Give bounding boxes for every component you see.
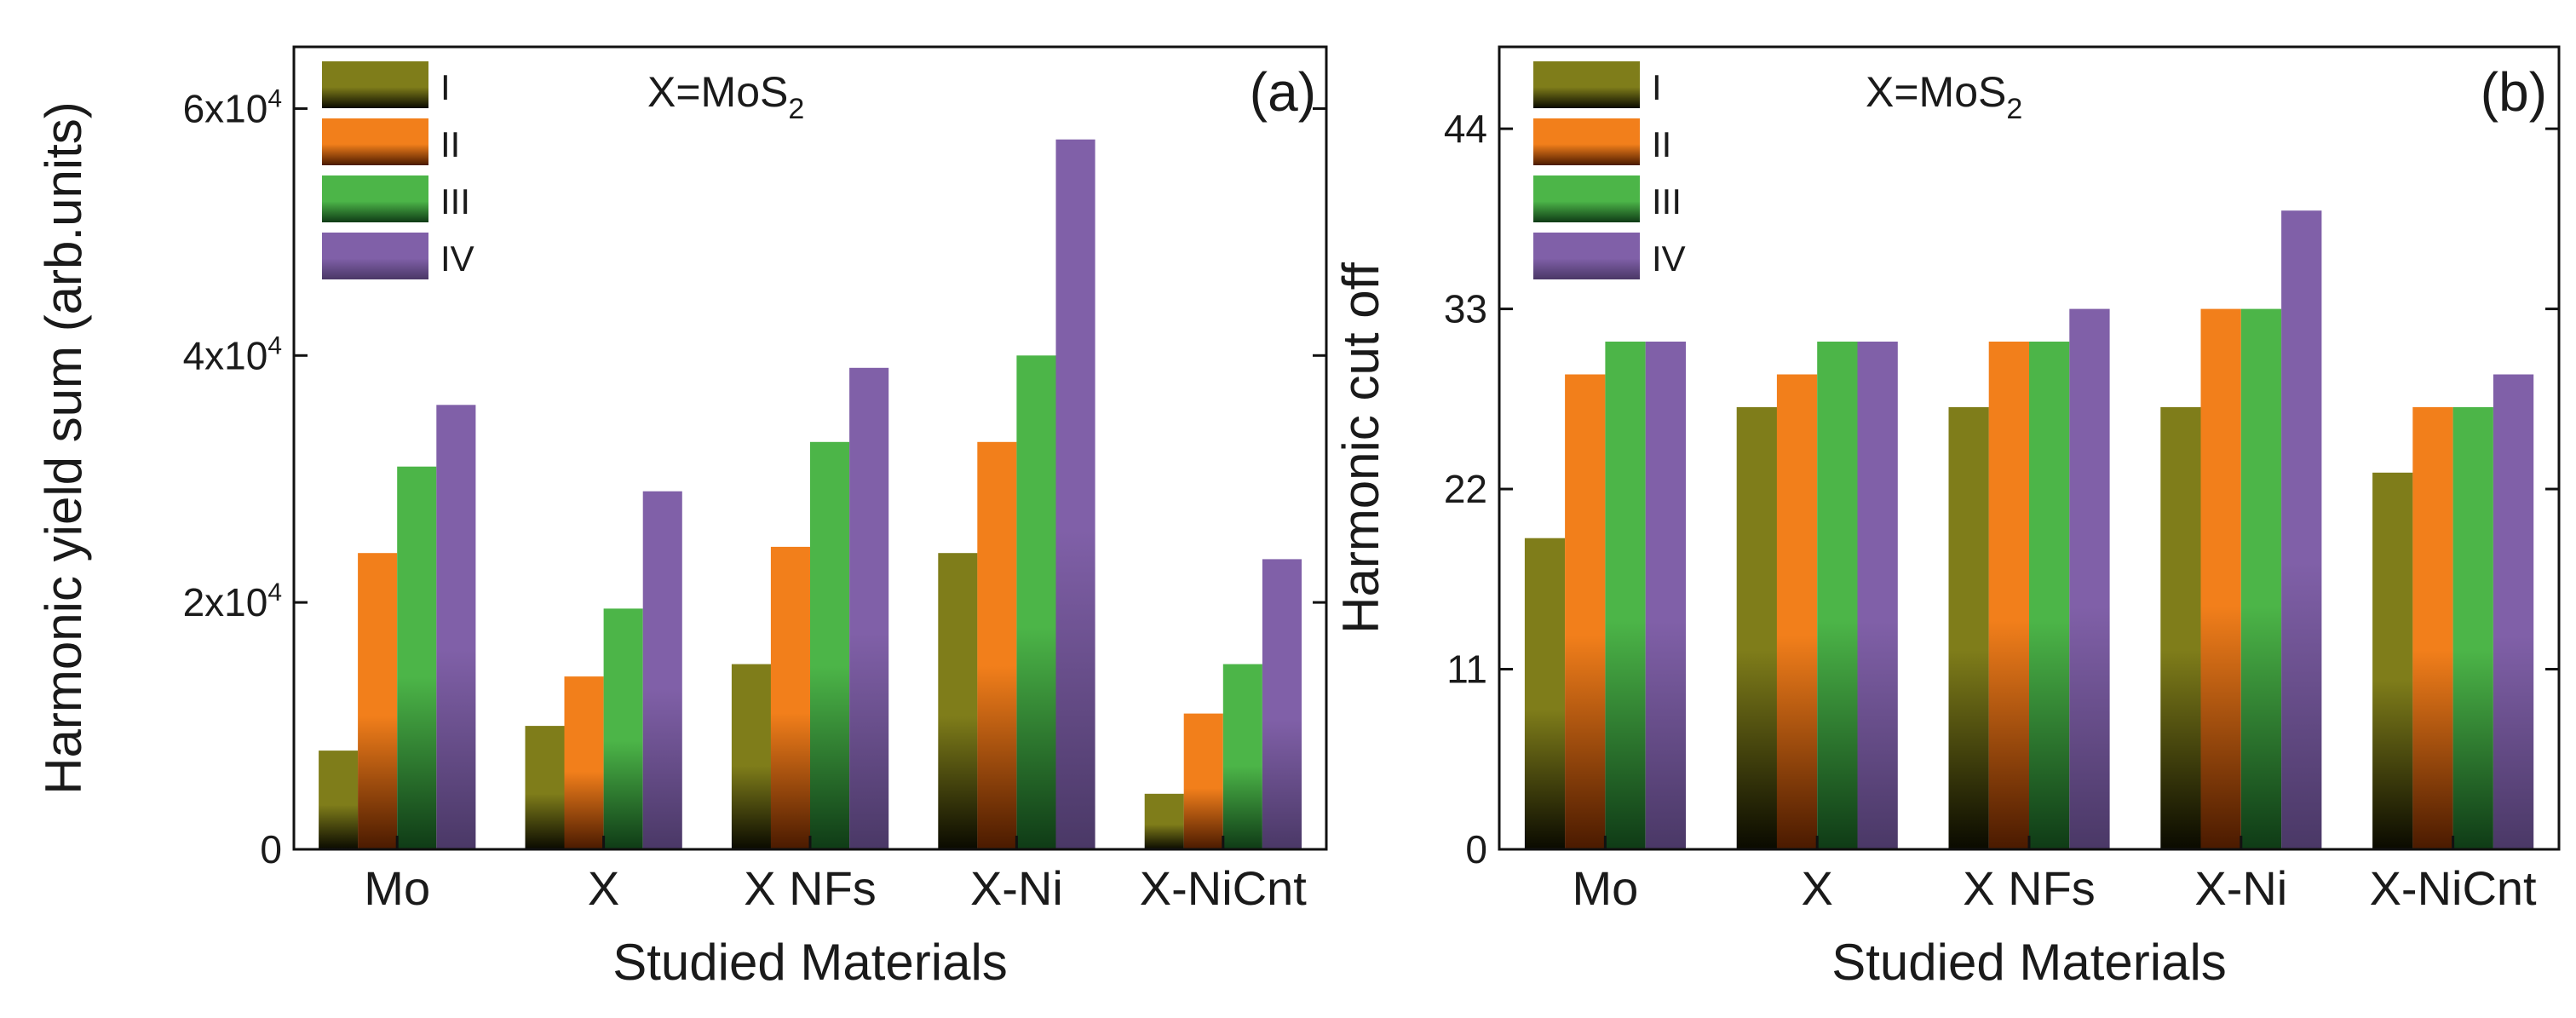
bar-x-nfs-series-iii bbox=[2029, 342, 2070, 849]
bar-mo-series-i bbox=[319, 751, 359, 849]
bar-x-ni-series-ii bbox=[2200, 308, 2241, 850]
bar-x-series-i bbox=[1736, 406, 1777, 849]
x-axis-label: Studied Materials bbox=[1831, 934, 2227, 991]
legend-swatch-iii bbox=[322, 175, 428, 222]
legend-swatch-ii bbox=[322, 118, 428, 165]
legend-swatch-i bbox=[322, 61, 428, 108]
x-tick-label-x-nicnt: X-NiCnt bbox=[2370, 861, 2537, 915]
legend-swatch-iii bbox=[1533, 175, 1640, 222]
bar-x-ni-series-iii bbox=[2240, 308, 2282, 850]
bar-x-series-iii bbox=[603, 608, 643, 849]
bar-x-ni-series-iii bbox=[1016, 355, 1056, 849]
bar-x-series-ii bbox=[564, 676, 604, 849]
x-tick-label-x-ni: X-Ni bbox=[2194, 861, 2287, 915]
y-tick-label: 44 bbox=[1444, 106, 1487, 151]
y-tick-label: 0 bbox=[1465, 827, 1487, 871]
bar-mo-series-ii bbox=[358, 553, 398, 849]
bar-x-nfs-series-ii bbox=[1988, 342, 2029, 849]
y-tick-label: 4x104 bbox=[183, 331, 282, 377]
bar-mo-series-iv bbox=[1645, 342, 1686, 849]
legend-swatch-iv bbox=[322, 233, 428, 279]
x-tick-label-x-nfs: X NFs bbox=[1963, 861, 2096, 915]
y-tick-label: 0 bbox=[260, 827, 282, 871]
bar-x-series-iv bbox=[642, 491, 682, 849]
x-axis-label: Studied Materials bbox=[612, 934, 1008, 991]
x-tick-label-x-nfs: X NFs bbox=[744, 861, 877, 915]
y-tick-label: 2x104 bbox=[183, 578, 282, 624]
y-tick-label: 33 bbox=[1444, 287, 1487, 331]
bar-x-nicnt-series-iii bbox=[1222, 664, 1262, 849]
bar-x-nicnt-series-ii bbox=[1183, 713, 1223, 849]
legend-swatch-ii bbox=[1533, 118, 1640, 165]
legend-label-iii: III bbox=[440, 181, 470, 221]
legend-label-iv: IV bbox=[440, 239, 474, 279]
x-tick-label-x-nicnt: X-NiCnt bbox=[1140, 861, 1307, 915]
bar-mo-series-iv bbox=[436, 405, 476, 849]
y-axis-label: Harmonic cut off bbox=[1332, 262, 1389, 634]
bar-x-nfs-series-iv bbox=[849, 367, 889, 849]
legend-label-i: I bbox=[440, 67, 451, 107]
x-tick-label-mo: Mo bbox=[364, 861, 430, 915]
bar-x-nicnt-series-iv bbox=[1262, 559, 1302, 849]
bar-x-nicnt-series-ii bbox=[2412, 406, 2453, 849]
bar-x-nfs-series-i bbox=[1948, 406, 1989, 849]
bar-x-series-iii bbox=[1817, 342, 1858, 849]
legend-label-i: I bbox=[1652, 67, 1662, 107]
bar-x-nfs-series-ii bbox=[770, 546, 810, 849]
bar-x-series-ii bbox=[1776, 374, 1818, 849]
chart-panel-a: 0 2x104 4x104 6x104 Mo X X NFs X-Ni X-NiCnt Studi… bbox=[35, 45, 1328, 991]
bar-mo-series-iii bbox=[1605, 342, 1646, 849]
bar-x-series-iv bbox=[1857, 342, 1898, 849]
legend-label-iii: III bbox=[1652, 181, 1682, 221]
chart-panel-b: 0 11 22 33 44 Mo X X NFs X-Ni X-NiCnt Studied Mate… bbox=[1332, 45, 2561, 991]
x-tick-label-x: X bbox=[588, 861, 619, 915]
bar-x-ni-series-iv bbox=[1055, 139, 1095, 849]
y-tick-label: 6x104 bbox=[183, 84, 282, 130]
legend-label-ii: II bbox=[440, 124, 460, 164]
legend-label-iv: IV bbox=[1652, 239, 1686, 279]
bar-x-nfs-series-iv bbox=[2069, 308, 2110, 850]
bar-x-ni-series-i bbox=[938, 553, 978, 849]
material-annotation: X=MoS2 bbox=[647, 68, 804, 125]
y-tick-label: 11 bbox=[1446, 647, 1487, 692]
panel-label: (b) bbox=[2481, 61, 2547, 123]
legend-label-ii: II bbox=[1652, 124, 1671, 164]
bar-mo-series-iii bbox=[397, 466, 437, 849]
bar-x-nicnt-series-i bbox=[2372, 472, 2413, 849]
x-tick-label-x: X bbox=[1802, 861, 1833, 915]
material-annotation: X=MoS2 bbox=[1866, 68, 2022, 125]
x-tick-label-x-ni: X-Ni bbox=[970, 861, 1063, 915]
legend-swatch-i bbox=[1533, 61, 1640, 108]
bar-mo-series-i bbox=[1524, 538, 1566, 849]
y-tick-label: 22 bbox=[1444, 467, 1487, 511]
bar-x-nicnt-series-i bbox=[1144, 793, 1184, 849]
bar-x-ni-series-i bbox=[2160, 406, 2201, 849]
x-tick-label-mo: Mo bbox=[1573, 861, 1639, 915]
legend-swatch-iv bbox=[1533, 233, 1640, 279]
bar-x-series-i bbox=[525, 726, 565, 849]
bar-x-nfs-series-i bbox=[731, 664, 771, 849]
bar-x-ni-series-ii bbox=[977, 441, 1017, 849]
y-axis-label: Harmonic yield sum (arb.units) bbox=[35, 101, 92, 795]
bar-mo-series-ii bbox=[1565, 374, 1606, 849]
panel-label: (a) bbox=[1250, 61, 1316, 123]
bar-x-nicnt-series-iii bbox=[2452, 406, 2493, 849]
bar-x-nfs-series-iii bbox=[810, 441, 850, 849]
bar-x-ni-series-iv bbox=[2281, 210, 2322, 849]
bar-x-nicnt-series-iv bbox=[2493, 374, 2534, 849]
